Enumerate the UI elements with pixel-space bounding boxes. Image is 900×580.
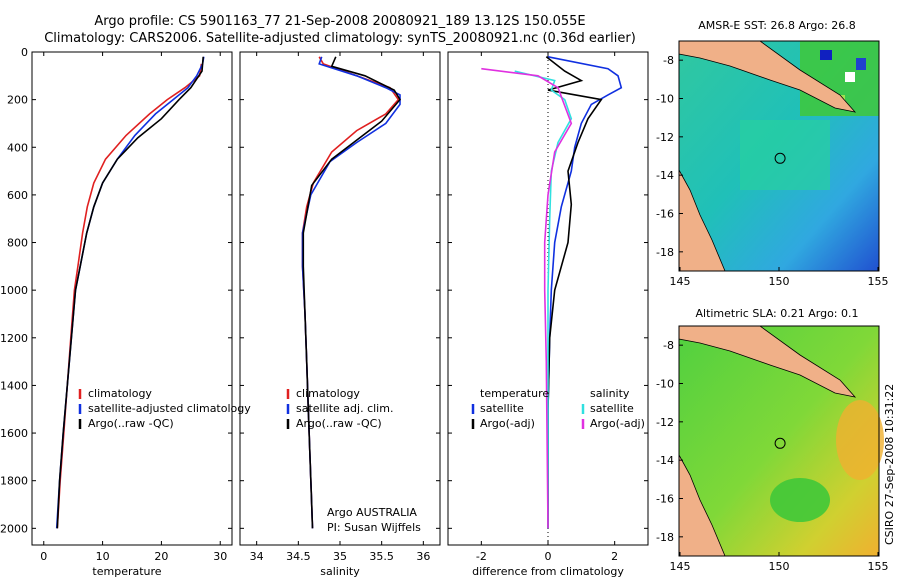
salinity-legend-entry: satellite adj. clim. <box>296 402 393 415</box>
difference-series-0 <box>547 56 623 529</box>
difference-legend-entry: Argo(-adj) <box>590 417 645 430</box>
sla-land-png <box>678 325 857 398</box>
temperature-panel: 0 10 20 30 0 200 400 600 800 1000 1200 1400 1600 1800… <box>0 46 251 578</box>
salinity-xtick-label: 34.5 <box>286 550 311 563</box>
difference-legend-header: temperature <box>480 387 549 400</box>
temperature-xtick-label: 0 <box>40 550 47 563</box>
sla-map-xtick-label: 145 <box>670 560 691 573</box>
sla-argo-marker <box>774 437 786 449</box>
difference-xtick-label: 0 <box>545 550 552 563</box>
salinity-xtick-label: 35.5 <box>369 550 394 563</box>
difference-legend-entry: Argo(-adj) <box>480 417 535 430</box>
difference-series-2 <box>514 70 573 529</box>
difference-xtick-label: 2 <box>611 550 618 563</box>
header-line-2: Climatology: CARS2006. Satellite-adjuste… <box>44 31 636 46</box>
temperature-ytick-label: 800 <box>7 237 28 250</box>
temperature-xlabel: temperature <box>92 565 161 578</box>
temperature-ytick-label: 1800 <box>0 475 28 488</box>
temperature-ytick-label: 400 <box>7 141 28 154</box>
sst-map-title: AMSR-E SST: 26.8 Argo: 26.8 <box>698 19 856 32</box>
sst-map-ytick-label: -14 <box>656 169 674 182</box>
difference-panel: -2 0 2 difference from climatology temperatu… <box>447 51 649 578</box>
sst-map-ytick-label: -18 <box>656 246 674 259</box>
sst-cloud-block-b <box>845 72 855 82</box>
sst-warm-patch <box>740 120 830 190</box>
temperature-xtick-label: 30 <box>213 550 227 563</box>
difference-xtick-label: -2 <box>476 550 487 563</box>
temperature-series-2 <box>56 56 204 529</box>
difference-legend-entry: satellite <box>590 402 634 415</box>
salinity-legend-entry: Argo(..raw -QC) <box>296 417 382 430</box>
side-label: CSIRO 27-Sep-2008 10:31:22 <box>883 384 896 545</box>
sla-high-patch <box>836 400 884 480</box>
sst-argo-marker <box>774 152 786 164</box>
difference-xlabel: difference from climatology <box>472 565 624 578</box>
temperature-legend-entry: climatology <box>88 387 152 400</box>
temperature-ytick-label: 1000 <box>0 284 28 297</box>
sla-map-xtick-label: 155 <box>868 560 889 573</box>
sst-map-xtick-label: 155 <box>868 275 889 288</box>
sst-map-xtick-label: 145 <box>670 275 691 288</box>
sst-cloud-block-c <box>856 58 866 70</box>
sst-land-png <box>678 40 857 113</box>
salinity-series-0 <box>301 56 400 529</box>
temperature-ytick-label: 1200 <box>0 332 28 345</box>
temperature-legend-entry: Argo(..raw -QC) <box>88 417 174 430</box>
sla-low-patch <box>770 478 830 522</box>
sst-map-ytick-label: -8 <box>663 54 674 67</box>
temperature-ytick-label: 0 <box>21 46 28 59</box>
sla-map-title: Altimetric SLA: 0.21 Argo: 0.1 <box>695 307 858 320</box>
salinity-axes-frame <box>239 51 441 546</box>
header-line-1: Argo profile: CS 5901163_77 21-Sep-2008 … <box>94 14 585 29</box>
temperature-axes-frame <box>31 51 233 546</box>
salinity-series-2 <box>302 56 401 529</box>
sla-map-panel: Altimetric SLA: 0.21 Argo: 0.1 145 150 155… <box>656 307 888 573</box>
salinity-panel: 34 34.5 35 35.5 36 salinity climatology satelli… <box>239 51 441 578</box>
temperature-series-0 <box>56 63 203 529</box>
sla-map-ytick-label: -12 <box>656 416 674 429</box>
temperature-ytick-label: 2000 <box>0 522 28 535</box>
temperature-xtick-label: 20 <box>154 550 168 563</box>
sla-map-ytick-label: -14 <box>656 454 674 467</box>
temperature-ytick-label: 1600 <box>0 427 28 440</box>
salinity-xtick-label: 36 <box>416 550 430 563</box>
sst-map-ytick-label: -16 <box>656 208 674 221</box>
salinity-series-1 <box>301 56 401 529</box>
salinity-xtick-label: 35 <box>333 550 347 563</box>
difference-series-3 <box>481 67 573 529</box>
sst-map-xtick-label: 150 <box>769 275 790 288</box>
temperature-ytick-label: 1400 <box>0 379 28 392</box>
temperature-legend-entry: satellite-adjusted climatology <box>88 402 251 415</box>
salinity-legend-entry: climatology <box>296 387 360 400</box>
sla-map-ytick-label: -8 <box>663 339 674 352</box>
salinity-annotation-line: PI: Susan Wijffels <box>327 521 421 534</box>
salinity-annotation-line: Argo AUSTRALIA <box>327 506 417 519</box>
salinity-xlabel: salinity <box>320 565 360 578</box>
sla-map-xtick-label: 150 <box>769 560 790 573</box>
sla-map-ytick-label: -16 <box>656 493 674 506</box>
salinity-xtick-label: 34 <box>250 550 264 563</box>
sst-map-ytick-label: -12 <box>656 131 674 144</box>
temperature-ytick-label: 600 <box>7 189 28 202</box>
difference-legend-header: salinity <box>590 387 630 400</box>
temperature-series-1 <box>55 56 205 529</box>
sla-map-ytick-label: -10 <box>656 378 674 391</box>
temperature-xtick-label: 10 <box>96 550 110 563</box>
temperature-ytick-label: 200 <box>7 94 28 107</box>
sst-map-panel: AMSR-E SST: 26.8 Argo: 26.8 145 150 155 -8 -… <box>656 19 888 288</box>
sst-cloud-block-a <box>820 50 832 60</box>
difference-legend-entry: satellite <box>480 402 524 415</box>
difference-series-1 <box>545 56 603 529</box>
sla-map-ytick-label: -18 <box>656 531 674 544</box>
sst-map-ytick-label: -10 <box>656 93 674 106</box>
